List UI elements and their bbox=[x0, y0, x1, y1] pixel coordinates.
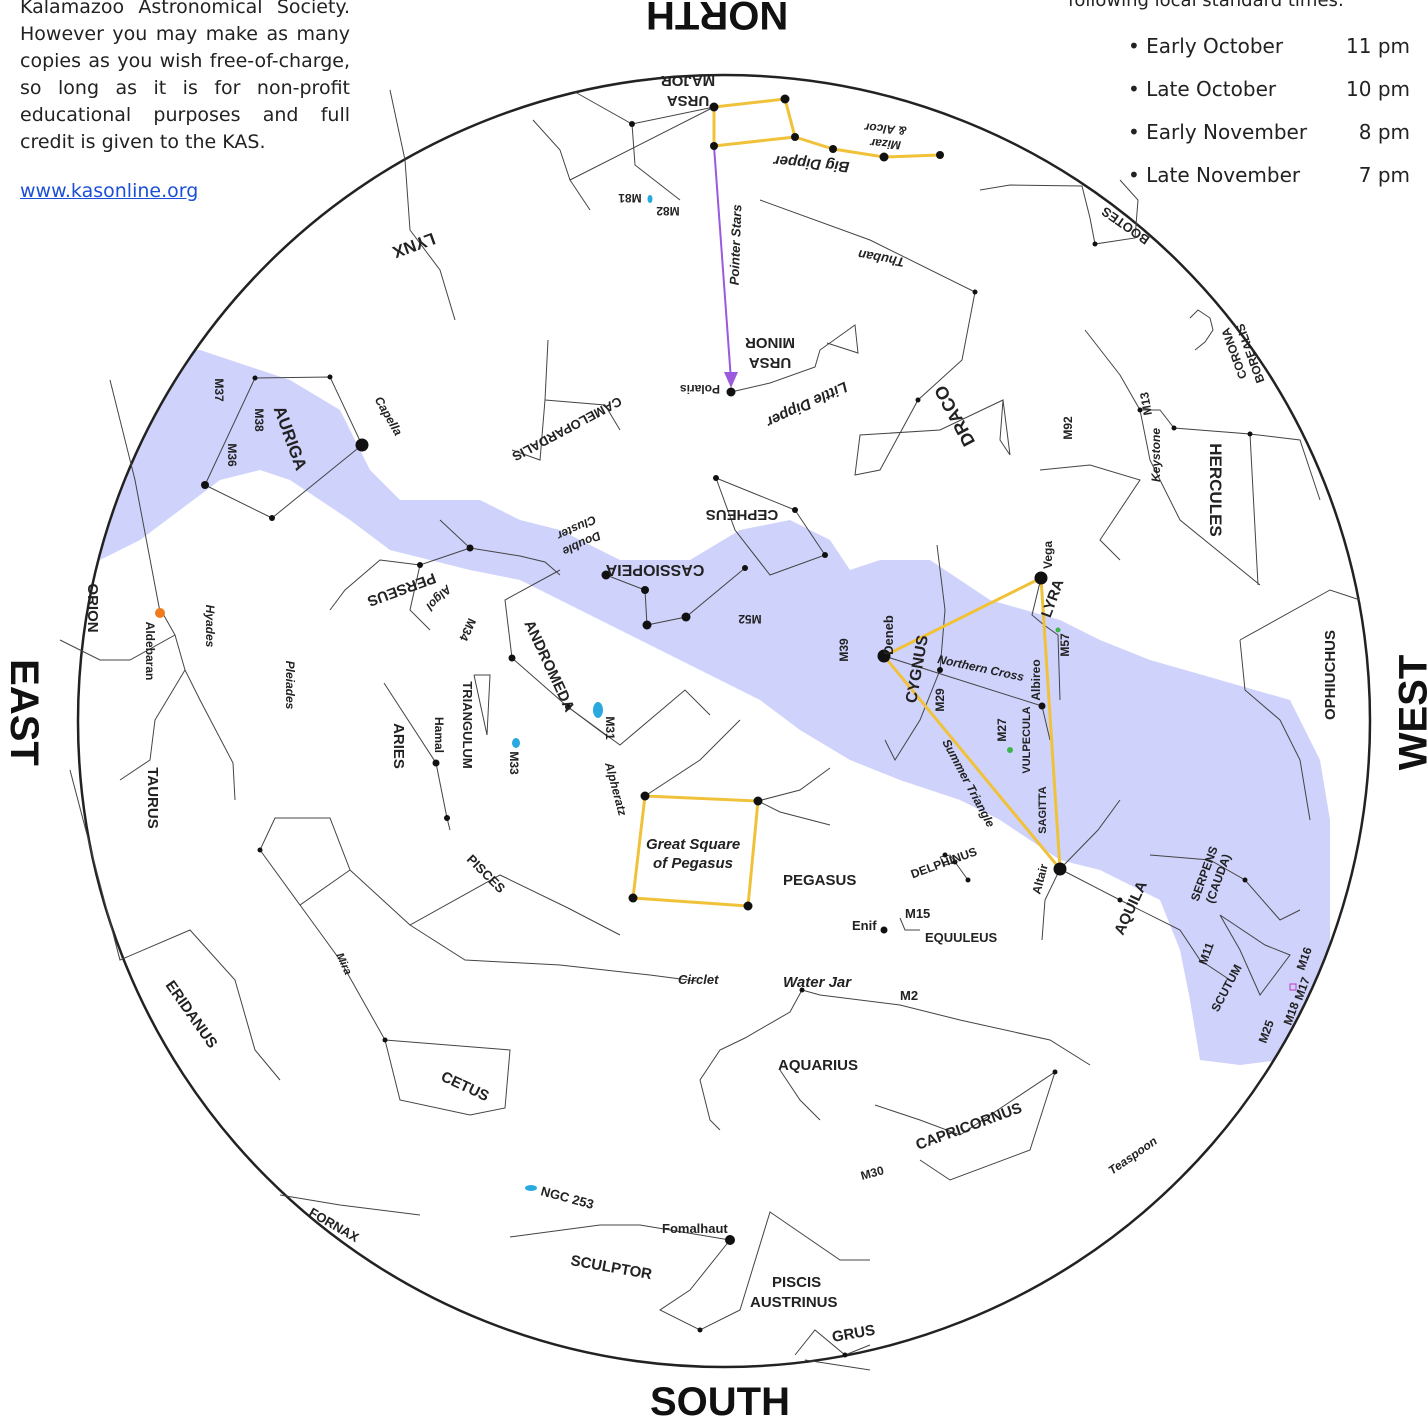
label-pisces: PISCES bbox=[464, 852, 509, 897]
label-andromeda: ANDROMEDA bbox=[520, 618, 577, 715]
label-camelopardalis: CAMELOPARDALIS bbox=[510, 394, 625, 465]
label-great-square-2: of Pegasus bbox=[653, 855, 733, 872]
label-ngc253: NGC 253 bbox=[539, 1183, 595, 1212]
label-cepheus: CEPHEUS bbox=[706, 506, 779, 523]
label-mira: Mira bbox=[333, 951, 353, 977]
label-little-dipper: Little Dipper bbox=[763, 378, 851, 431]
label-vulpecula: VULPECULA bbox=[1021, 706, 1033, 773]
label-great-square: Great Square bbox=[646, 836, 740, 853]
label-teaspoon: Teaspoon bbox=[1106, 1134, 1160, 1178]
times-heading: following local standard times: bbox=[1068, 0, 1344, 11]
label-draco: DRACO bbox=[930, 382, 979, 450]
label-cetus: CETUS bbox=[438, 1068, 491, 1105]
label-piscis: PISCIS bbox=[772, 1274, 821, 1291]
label-hyades: Hyades bbox=[203, 605, 217, 648]
time-row: • Late October 10 pm bbox=[1128, 77, 1410, 101]
label-circlet: Circlet bbox=[678, 972, 719, 987]
m17-nebula bbox=[1289, 983, 1297, 991]
label-m15: M15 bbox=[905, 906, 930, 921]
website-link[interactable]: www.kasonline.org bbox=[20, 180, 199, 202]
label-pleiades: Pleiades bbox=[283, 661, 297, 710]
viewing-times-list: • Early October 11 pm • Late October 10 pm… bbox=[1128, 34, 1410, 206]
label-mizar-2: & Alcor bbox=[863, 120, 908, 138]
label-aldebaran: Aldebaran bbox=[143, 622, 157, 681]
label-water-jar: Water Jar bbox=[783, 974, 852, 991]
label-m30: M30 bbox=[859, 1163, 885, 1183]
label-m82: M82 bbox=[656, 204, 680, 218]
label-big-dipper: Big Dipper bbox=[772, 152, 850, 176]
m81-galaxy bbox=[647, 195, 653, 203]
label-m27: M27 bbox=[995, 718, 1009, 742]
label-m31: M31 bbox=[603, 716, 617, 740]
label-fornax: FORNAX bbox=[307, 1205, 362, 1246]
label-grus: GRUS bbox=[831, 1322, 877, 1346]
label-polaris: Polaris bbox=[680, 382, 720, 396]
label-thuban: Thuban bbox=[857, 247, 906, 270]
stars bbox=[201, 94, 1253, 1358]
time-row: • Late November 7 pm bbox=[1128, 163, 1410, 187]
label-mizar: Mizar bbox=[868, 136, 901, 153]
time-row: • Early November 8 pm bbox=[1128, 120, 1410, 144]
label-m34: M34 bbox=[456, 616, 479, 643]
label-m37: M37 bbox=[212, 378, 226, 402]
m57-nebula bbox=[1055, 627, 1061, 633]
label-m36: M36 bbox=[225, 443, 239, 467]
label-ursa-major: URSA bbox=[667, 92, 710, 109]
label-keystone: Keystone bbox=[1149, 428, 1163, 482]
label-alpheratz: Alpheratz bbox=[602, 760, 630, 817]
label-m52: M52 bbox=[738, 612, 762, 626]
label-m33: M33 bbox=[507, 751, 521, 775]
label-aries: ARIES bbox=[390, 723, 407, 769]
label-pointer-stars: Pointer Stars bbox=[727, 204, 745, 285]
label-bootes: BOOTES bbox=[1098, 204, 1152, 248]
label-hamal: Hamal bbox=[432, 717, 446, 753]
ngc253-galaxy bbox=[525, 1185, 537, 1191]
label-orion: ORION bbox=[84, 583, 101, 632]
label-austrinus: AUSTRINUS bbox=[750, 1294, 838, 1311]
pointer-arrow bbox=[713, 145, 738, 388]
label-vega: Vega bbox=[1041, 541, 1055, 569]
label-pegasus: PEGASUS bbox=[783, 872, 856, 889]
label-m29: M29 bbox=[933, 688, 947, 712]
label-delphinus: DELPHINUS bbox=[909, 844, 979, 881]
label-hercules: HERCULES bbox=[1206, 443, 1225, 537]
label-m39: M39 bbox=[837, 638, 851, 662]
label-m57: M57 bbox=[1058, 633, 1072, 657]
m27-nebula bbox=[1007, 747, 1013, 753]
horizon-circle bbox=[76, 73, 1372, 1369]
m33-galaxy bbox=[512, 738, 520, 748]
label-m38: M38 bbox=[252, 408, 266, 432]
label-equuleus: EQUULEUS bbox=[925, 930, 998, 945]
label-m13: M13 bbox=[1137, 391, 1155, 417]
label-ophiuchus: OPHIUCHUS bbox=[1322, 630, 1339, 720]
label-ursa-minor-2: MINOR bbox=[745, 334, 795, 351]
label-capricornus: CAPRICORNUS bbox=[914, 1100, 1025, 1154]
label-ursa-major-2: MAJOR bbox=[661, 72, 715, 89]
label-m2: M2 bbox=[900, 988, 918, 1003]
direction-south: SOUTH bbox=[650, 1380, 790, 1424]
label-albireo: Albireo bbox=[1029, 659, 1043, 700]
aldebaran-star bbox=[155, 608, 165, 618]
label-m92: M92 bbox=[1061, 416, 1075, 440]
label-sagitta: SAGITTA bbox=[1037, 786, 1049, 834]
label-taurus: TAURUS bbox=[144, 767, 161, 828]
intro-text: Kalamazoo Astronomical Society. However … bbox=[20, 0, 350, 153]
label-capella: Capella bbox=[372, 394, 406, 438]
label-aquarius: AQUARIUS bbox=[778, 1057, 858, 1074]
label-ursa-minor: URSA bbox=[749, 354, 792, 371]
label-m81: M81 bbox=[618, 191, 642, 205]
label-cassiopeia: CASSIOPEIA bbox=[605, 561, 704, 578]
label-fomalhaut: Fomalhaut bbox=[662, 1221, 728, 1236]
label-sculptor: SCULPTOR bbox=[569, 1252, 653, 1283]
label-enif: Enif bbox=[852, 918, 877, 933]
label-deneb: Deneb bbox=[881, 615, 896, 655]
label-altair: Altair bbox=[1029, 862, 1051, 896]
m31-galaxy bbox=[593, 702, 603, 718]
label-triangulum: TRIANGULUM bbox=[460, 681, 475, 768]
label-eridanus: ERIDANUS bbox=[162, 978, 221, 1052]
time-row: • Early October 11 pm bbox=[1128, 34, 1410, 58]
label-aquila: AQUILA bbox=[1111, 878, 1151, 937]
milky-way bbox=[78, 350, 1330, 1065]
